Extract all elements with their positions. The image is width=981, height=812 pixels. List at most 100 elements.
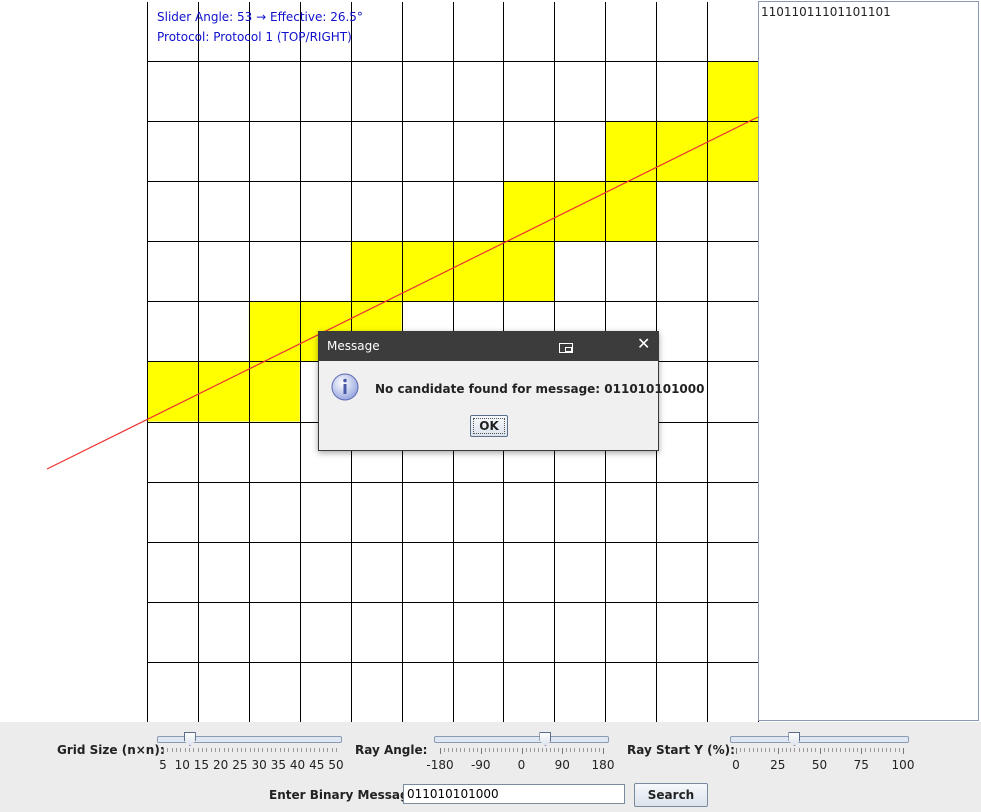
slider-tick [505,748,507,752]
slider-tick [480,748,482,754]
grid-canvas[interactable]: Slider Angle: 53 → Effective: 26.5° Prot… [0,0,981,722]
slider-tick [210,748,212,752]
slider-tick [806,748,808,752]
dialog-title-bar[interactable]: Message ✕ [319,332,658,361]
slider-tick-label: 45 [309,758,325,772]
slider-tick [488,748,490,752]
slider-tick [232,748,234,752]
highlighted-cell [605,181,657,242]
highlighted-cell [503,241,555,302]
slider-tick [533,748,535,752]
grid-size-slider-thumb[interactable] [183,732,196,746]
slider-tick [227,748,229,752]
highlighted-cell [197,361,249,422]
slider-tick [823,748,825,752]
grid-size-slider[interactable]: 5 10 15 20 25 30 35 40 45 50 [157,728,344,772]
slider-tick [586,748,588,752]
slider-tick [574,748,576,752]
slider-tick [271,748,273,752]
slider-tick [865,748,867,752]
ray-start-y-slider-thumb[interactable] [788,732,801,746]
slider-tick [736,748,737,754]
binary-message-input[interactable] [403,784,625,804]
dialog-title: Message [327,339,380,353]
slider-tick [171,748,173,752]
slider-tick-label: 50 [811,758,828,772]
slider-tick [472,748,474,752]
slider-tick [440,748,441,754]
ok-button[interactable]: OK [470,415,508,437]
ray-start-y-slider[interactable]: 0 25 50 75 100 [730,728,914,772]
ray-start-y-tick-labels: 0 25 50 75 100 [730,758,914,772]
ray-start-y-slider-ticks [732,748,907,754]
slider-tick [297,748,299,752]
grid-svg [46,2,759,722]
binary-output-panel[interactable]: 11011011101101101 [758,1,979,721]
ray-start-y-label: Ray Start Y (%): [627,743,735,757]
slider-tick [284,748,286,752]
slider-tick [873,748,875,752]
slider-tick [513,748,515,752]
slider-tick [310,748,312,752]
highlighted-cell [707,61,758,122]
slider-tick [740,748,742,752]
slider-tick [890,748,892,752]
highlighted-cell [452,241,504,302]
restore-icon[interactable] [559,340,573,359]
slider-tick [537,748,539,752]
ray-angle-label: Ray Angle: [355,743,428,757]
slider-tick [448,748,450,752]
slider-tick [781,748,783,752]
slider-tick [802,748,804,752]
control-panel: Grid Size (n×n): 5 10 15 20 25 30 35 40 45 50 Ray… [0,722,981,812]
slider-tick [288,748,290,752]
slider-tick [869,748,871,752]
slider-tick-label: 0 [517,758,526,772]
slider-tick-label: 30 [251,758,267,772]
slider-tick-label: 100 [891,758,915,772]
slider-tick [840,748,842,752]
slider-tick [598,748,600,752]
binary-output-text: 11011011101101101 [761,5,891,19]
slider-tick [852,748,854,752]
ray-angle-slider-track [434,736,609,743]
slider-tick [790,748,792,752]
slider-tick [509,748,511,752]
highlighted-cell [707,121,758,182]
slider-tick [554,748,556,752]
ray-angle-slider-thumb[interactable] [539,732,552,746]
slider-tick [197,748,199,752]
ray-start-y-slider-track [730,736,909,743]
highlighted-cell [350,241,402,302]
slider-tick [219,748,221,752]
grid-size-slider-ticks [159,748,340,754]
highlighted-cell [147,361,198,422]
highlighted-cell [554,181,606,242]
slider-tick-label: 90 [554,758,570,772]
slider-tick [562,748,564,754]
message-dialog: Message ✕ No candidate found for message… [318,331,704,451]
search-button[interactable]: Search [634,783,708,807]
slider-tick [314,748,316,752]
slider-tick [184,748,186,752]
ray-angle-slider[interactable]: -180 -90 0 90 180 [426,728,614,772]
slider-tick [236,748,238,752]
dialog-message: No candidate found for message: 01101010… [375,382,705,396]
slider-tick-label: -90 [470,758,491,772]
slider-tick [163,748,164,754]
slider-tick [558,748,560,752]
slider-tick [594,748,596,752]
slider-tick [258,748,260,752]
slider-tick-label: 180 [591,758,615,772]
slider-tick [566,748,568,752]
slider-tick [578,748,580,752]
slider-tick [484,748,486,752]
slider-tick [848,748,850,752]
slider-tick [452,748,454,752]
close-icon[interactable]: ✕ [637,334,651,353]
slider-tick [570,748,572,752]
slider-tick [476,748,478,752]
slider-tick [193,748,195,752]
slider-tick [525,748,527,752]
slider-tick [336,748,337,752]
